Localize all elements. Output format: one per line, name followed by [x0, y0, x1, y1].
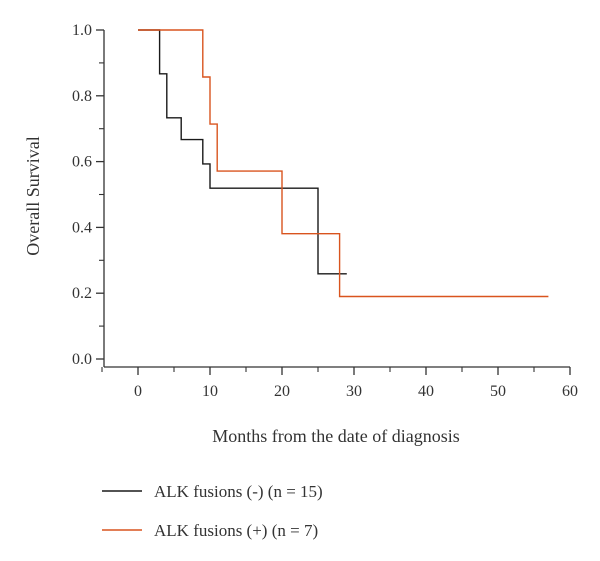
- x-axis-ticks: 0 10 20 30 40 50 60: [101, 367, 578, 400]
- y-axis-title: Overall Survival: [23, 136, 43, 255]
- legend-label-1: ALK fusions (-) (n = 15): [154, 482, 323, 501]
- series-line-1: [138, 29, 347, 275]
- x-tick-label: 10: [202, 383, 218, 400]
- y-tick-label: 1.0: [72, 22, 92, 39]
- y-tick-label: 0.6: [72, 154, 92, 171]
- y-tick-label: 0.8: [72, 88, 92, 105]
- legend-label-2: ALK fusions (+) (n = 7): [154, 521, 318, 540]
- x-tick-label: 30: [346, 383, 362, 400]
- x-tick-label: 60: [562, 383, 578, 400]
- x-tick-label: 40: [418, 383, 434, 400]
- y-tick-label: 0.2: [72, 285, 92, 302]
- y-tick-label: 0.0: [72, 351, 92, 368]
- survival-curves: [138, 29, 549, 298]
- x-tick-label: 20: [274, 383, 290, 400]
- legend: ALK fusions (-) (n = 15) ALK fusions (+) …: [102, 482, 323, 540]
- y-axis-ticks: 0.0 0.2 0.4 0.6 0.8 1.0: [72, 22, 104, 368]
- x-tick-label: 0: [134, 383, 142, 400]
- plot-area: 0.0 0.2 0.4 0.6 0.8 1.0 0 10 20 30 40 50 60: [72, 22, 578, 400]
- series-line-2: [138, 29, 549, 298]
- x-tick-label: 50: [490, 383, 506, 400]
- y-tick-label: 0.4: [72, 219, 92, 236]
- x-axis-title: Months from the date of diagnosis: [212, 426, 459, 446]
